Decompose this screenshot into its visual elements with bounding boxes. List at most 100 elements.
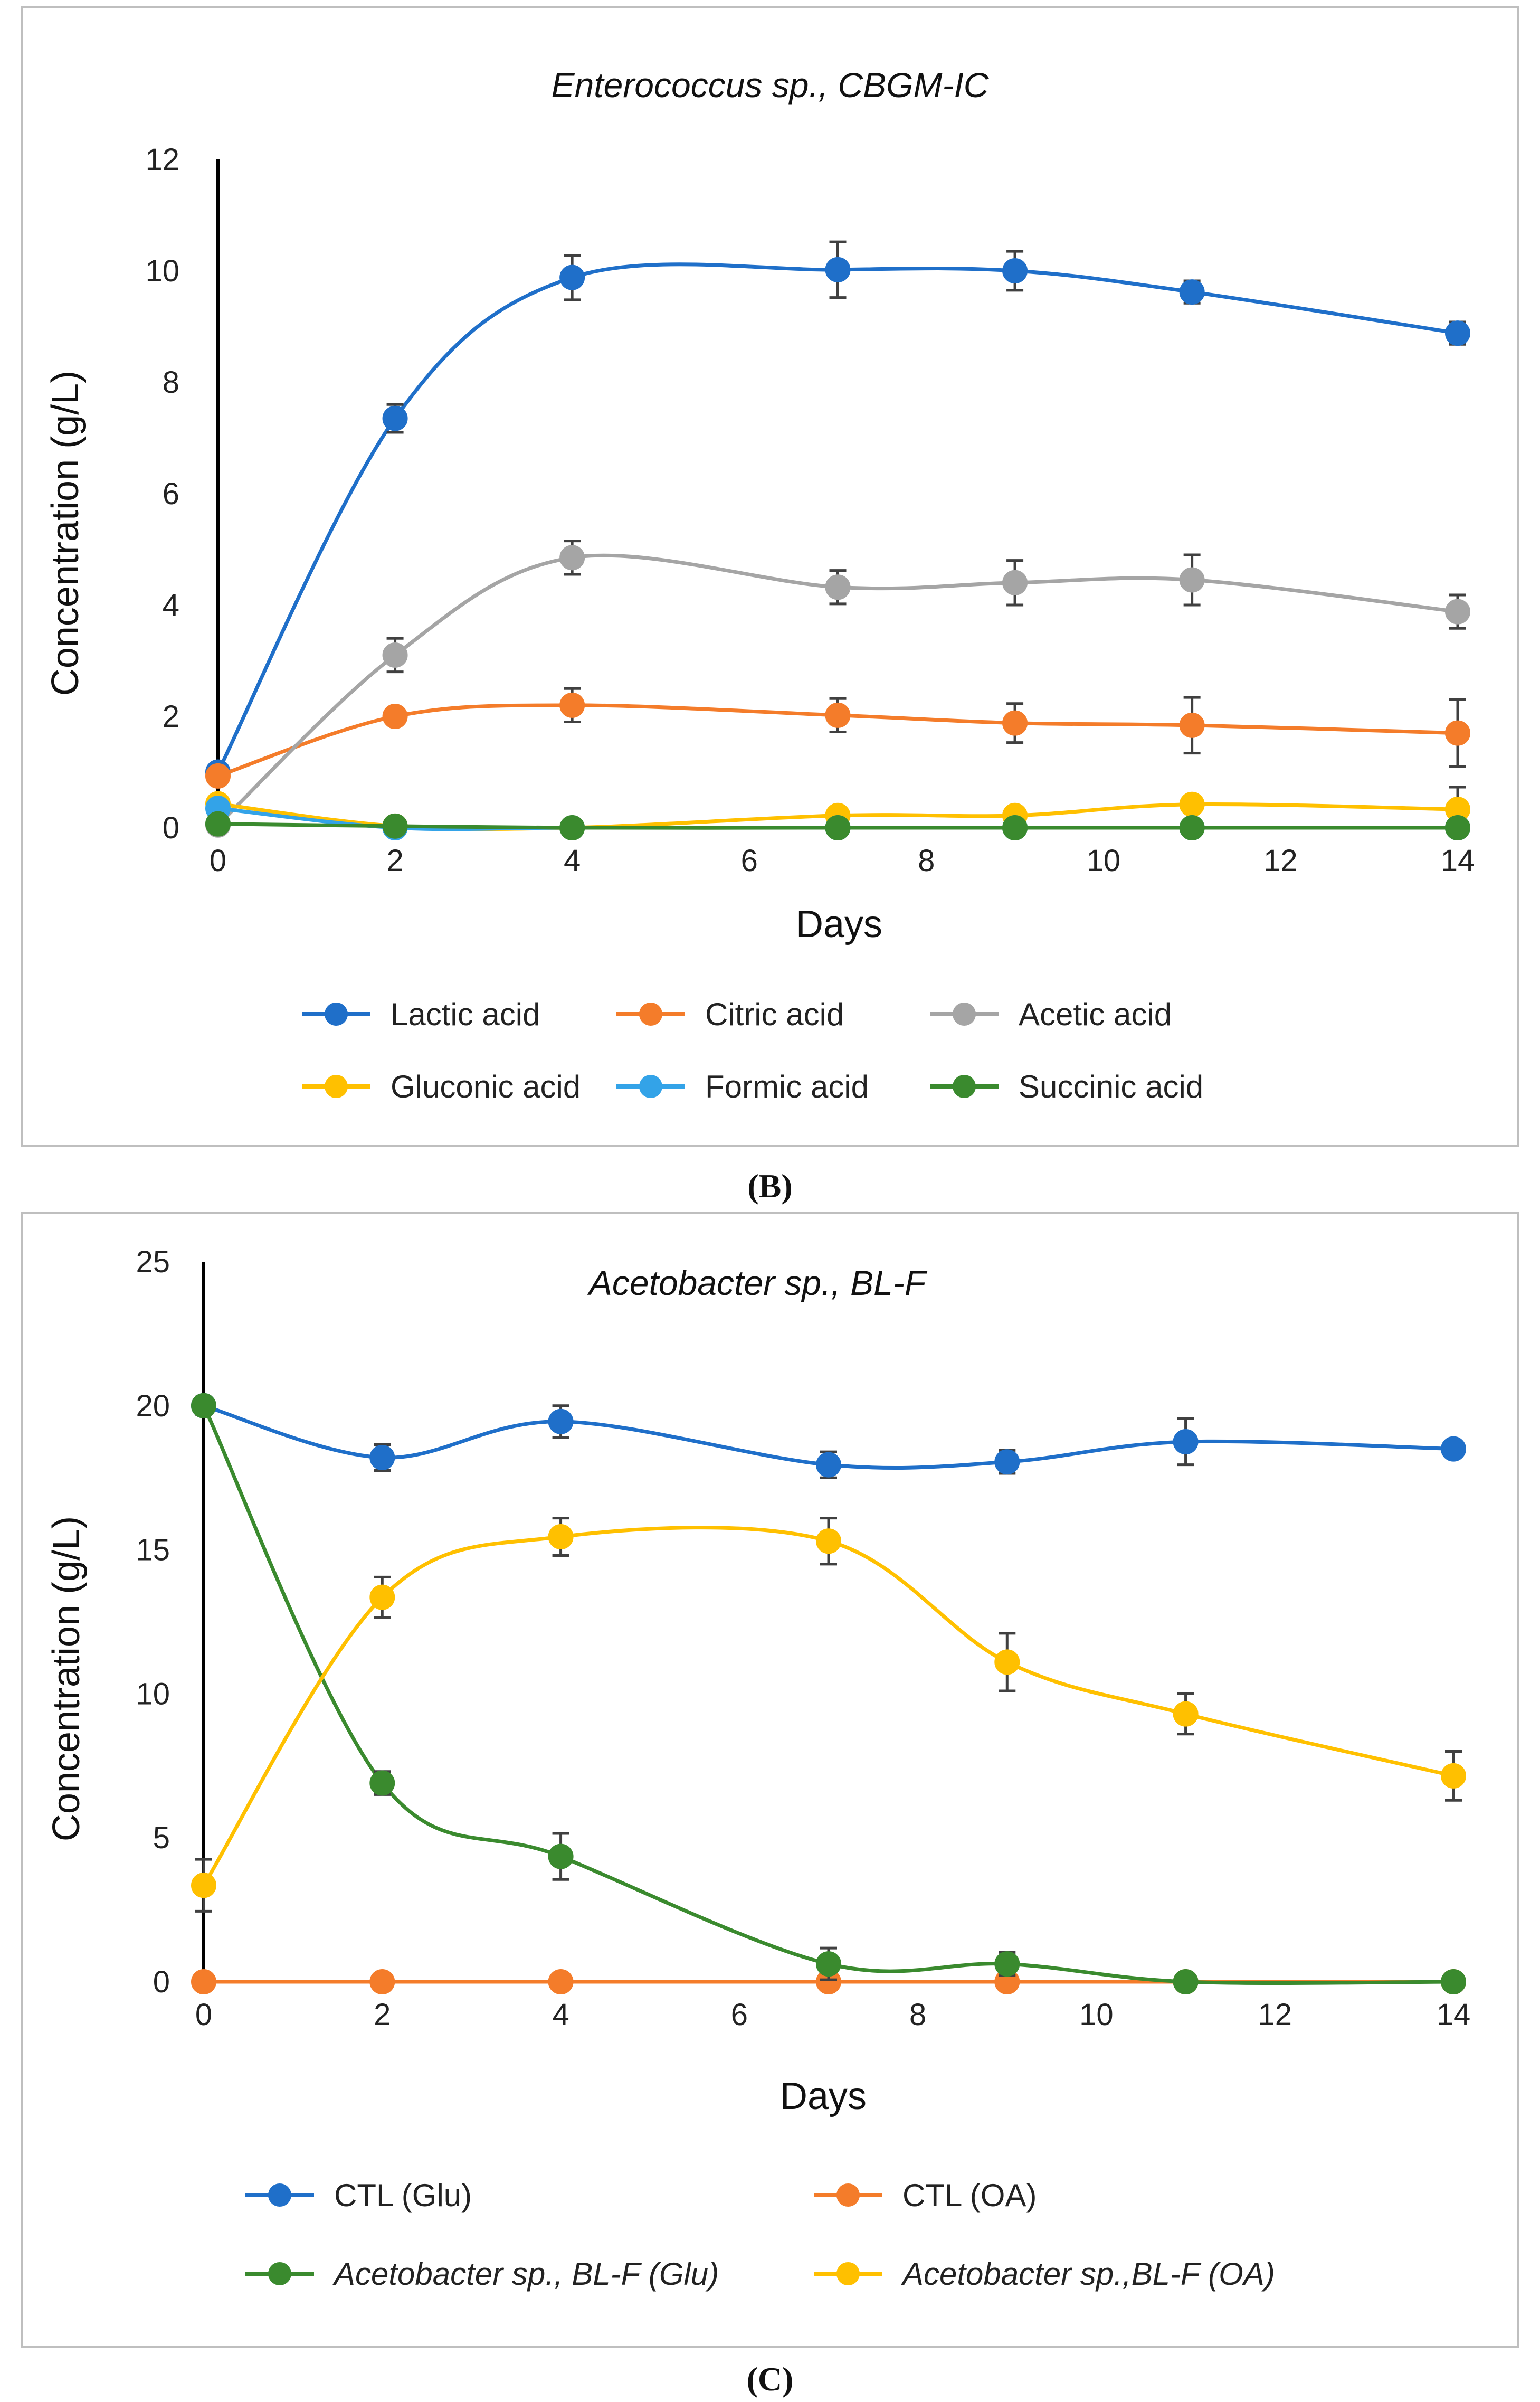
chart-b-title: Enterococcus sp., CBGM-IC [552,65,990,105]
x-tick-label: 12 [1258,1998,1292,2032]
legend-item: Acetic acid [930,997,1172,1032]
y-tick-label: 25 [136,1245,170,1279]
data-point [1179,567,1205,593]
x-tick-label: 14 [1437,1998,1471,2032]
y-tick-label: 10 [136,1677,170,1711]
x-tick-label: 4 [564,844,581,878]
data-point [548,1524,574,1550]
x-tick-label: 6 [731,1998,748,2032]
legend-label: Formic acid [705,1069,869,1104]
series-line [216,262,1458,773]
chart-c-legend: CTL (Glu) CTL (OA) Acetobacter sp., BL-F (… [245,2178,1275,2292]
data-point [382,704,408,729]
y-tick-label: 6 [163,477,179,511]
y-tick-label: 2 [163,699,179,734]
legend-item: Acetobacter sp., BL-F (Glu) [245,2256,719,2292]
x-tick-label: 4 [552,1998,569,2032]
legend-label: Succinic acid [1019,1069,1203,1104]
legend-item: Acetobacter sp.,BL-F (OA) [814,2256,1275,2292]
data-point [559,815,585,840]
data-point [994,1449,1020,1475]
series-4 [191,1517,1466,1913]
y-tick-label: 20 [136,1389,170,1423]
legend-swatch-marker [639,1075,662,1098]
panel-c-caption: (C) [747,2360,794,2398]
legend-label-italic: Acetobacter sp., BL-F [332,2256,642,2292]
legend-label-rest: (OA) [1200,2256,1275,2292]
legend-label: CTL (Glu) [334,2178,472,2213]
data-point [1002,815,1028,840]
y-tick-label: 5 [153,1821,170,1855]
data-point [1441,1763,1466,1789]
data-point [825,702,851,728]
data-point [548,1969,574,1994]
data-point [1002,710,1028,736]
data-point [382,405,408,431]
x-tick-label: 2 [374,1998,391,2032]
data-point [559,264,585,290]
series-2 [205,687,1470,789]
data-point [191,1393,216,1418]
data-point [816,1528,841,1554]
legend-swatch-marker [268,2183,291,2207]
series-1 [191,1393,1466,1479]
data-point [382,642,408,668]
x-tick-label: 2 [386,844,403,878]
data-point [1002,258,1028,283]
y-tick-label: 0 [153,1965,170,1999]
data-point [1445,320,1470,346]
data-point [191,1969,216,1994]
data-point [1173,1701,1199,1727]
legend-swatch-marker [953,1075,976,1098]
series-3 [191,1393,1466,1994]
data-point [825,815,851,840]
legend-swatch-marker [953,1003,976,1026]
y-tick-label: 12 [145,143,179,177]
data-point [1173,1969,1199,1994]
legend-label-rest: (Glu) [640,2256,719,2292]
legend-item: CTL (Glu) [245,2178,472,2213]
legend-label: CTL (OA) [902,2178,1037,2213]
data-point [369,1445,395,1471]
legend-label-italic: Acetobacter sp.,BL-F [901,2256,1202,2292]
legend-label: Acetic acid [1019,997,1172,1032]
data-point [1179,791,1205,817]
legend-swatch-marker [325,1075,348,1098]
data-point [382,813,408,839]
data-point [816,1951,841,1977]
data-point [191,1873,216,1898]
data-point [548,1843,574,1869]
legend-swatch-marker [639,1003,662,1026]
data-point [994,1951,1020,1977]
legend-item: Lactic acid [302,997,540,1032]
x-tick-label: 10 [1087,844,1121,878]
legend-label: Acetobacter sp.,BL-F (OA) [901,2256,1275,2292]
y-tick-label: 15 [136,1533,170,1567]
chart-b-ylabel: Concentration (g/L) [44,371,87,696]
panel-c-frame [21,1212,1519,2348]
chart-c-plot: 0 5 10 15 20 25 0 2 4 6 8 10 12 14 [136,1245,1470,2032]
y-tick-label: 4 [163,588,179,622]
data-point [1179,712,1205,738]
x-tick-label: 14 [1441,844,1475,878]
legend-item: Succinic acid [930,1069,1203,1104]
data-point [994,1649,1020,1675]
data-point [1002,570,1028,595]
chart-b-legend: Lactic acid Citric acid Acetic acid Gluconi… [302,997,1203,1104]
chart-c-xlabel: Days [780,2075,867,2117]
data-point [1173,1429,1199,1454]
data-point [559,692,585,718]
y-tick-label: 0 [163,811,179,845]
chart-c-title: Acetobacter sp., BL-F [587,1263,928,1302]
data-point [1179,815,1205,840]
series-line [202,1526,1454,1887]
chart-c-ylabel: Concentration (g/L) [45,1516,88,1841]
data-point [825,257,851,282]
data-point [1441,1436,1466,1462]
data-point [1179,279,1205,305]
legend-label: Gluconic acid [391,1069,581,1104]
data-point [205,763,231,789]
x-tick-label: 0 [195,1998,212,2032]
chart-b-plot: 0 2 4 6 8 10 12 0 2 4 6 8 10 12 14 [145,143,1475,878]
